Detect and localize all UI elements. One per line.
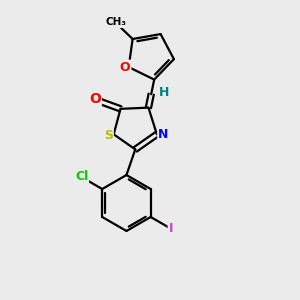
Text: I: I xyxy=(169,222,173,235)
Text: S: S xyxy=(104,129,113,142)
Text: O: O xyxy=(120,61,130,74)
Text: O: O xyxy=(89,92,101,106)
Text: Cl: Cl xyxy=(75,169,88,183)
Text: CH₃: CH₃ xyxy=(106,17,127,27)
Text: N: N xyxy=(158,128,169,141)
Text: H: H xyxy=(158,86,169,99)
